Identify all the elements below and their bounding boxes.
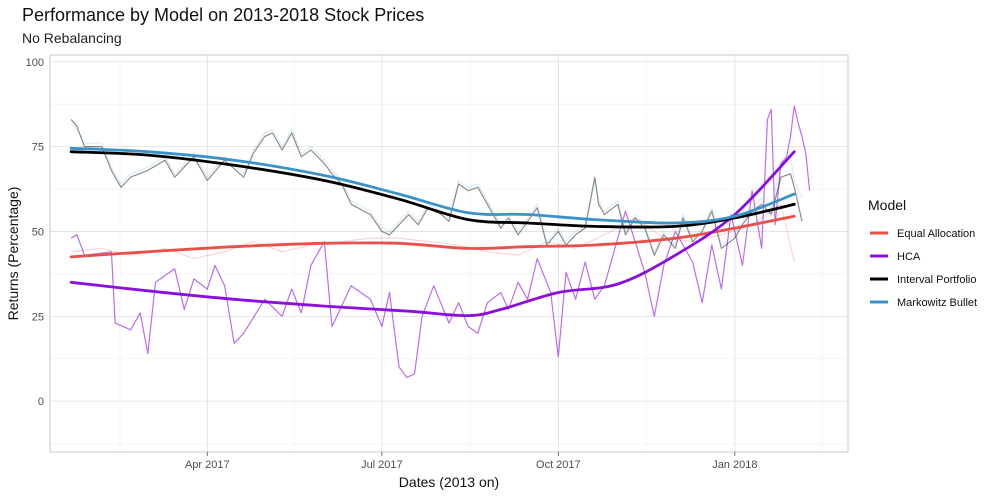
chart-title: Performance by Model on 2013-2018 Stock … xyxy=(22,5,425,25)
y-tick-label: 75 xyxy=(32,142,44,154)
x-tick-label: Jul 2017 xyxy=(361,459,403,471)
legend-label-equal-allocation: Equal Allocation xyxy=(897,228,975,240)
y-tick-label: 0 xyxy=(38,396,44,408)
raw-line-equal-allocation xyxy=(71,203,795,263)
y-tick-label: 50 xyxy=(32,226,44,238)
smooth-line-hca xyxy=(69,150,796,318)
x-tick-label: Oct 2017 xyxy=(536,459,581,471)
smooth-line-equal-allocation xyxy=(69,214,796,259)
x-axis-title: Dates (2013 on) xyxy=(399,474,499,490)
y-tick-label: 100 xyxy=(26,57,44,69)
y-axis-ticks: 0 25 50 75 100 xyxy=(26,57,44,408)
legend: Model Equal Allocation HCA Interval Portfo… xyxy=(868,197,977,309)
legend-label-hca: HCA xyxy=(897,251,921,263)
legend-label-markowitz-bullet: Markowitz Bullet xyxy=(897,297,977,309)
x-tick-label: Apr 2017 xyxy=(185,459,230,471)
smooth-line-markowitz-bullet xyxy=(69,146,796,225)
y-tick-label: 25 xyxy=(32,311,44,323)
smooth-line-interval-portfolio xyxy=(69,150,796,229)
x-tick-label: Jan 2018 xyxy=(712,459,757,471)
smoothed-series-lines xyxy=(69,146,796,318)
raw-line-markowitz-bullet xyxy=(70,122,803,253)
legend-label-interval-portfolio: Interval Portfolio xyxy=(897,274,976,286)
raw-line-hca xyxy=(70,105,811,378)
grid-lines xyxy=(50,55,848,452)
x-axis-ticks: Apr 2017 Jul 2017 Oct 2017 Jan 2018 xyxy=(185,452,757,471)
legend-title: Model xyxy=(868,197,906,213)
panel-border xyxy=(49,54,849,453)
y-axis-title: Returns (Percentage) xyxy=(5,187,21,321)
chart-subtitle: No Rebalancing xyxy=(22,30,122,46)
